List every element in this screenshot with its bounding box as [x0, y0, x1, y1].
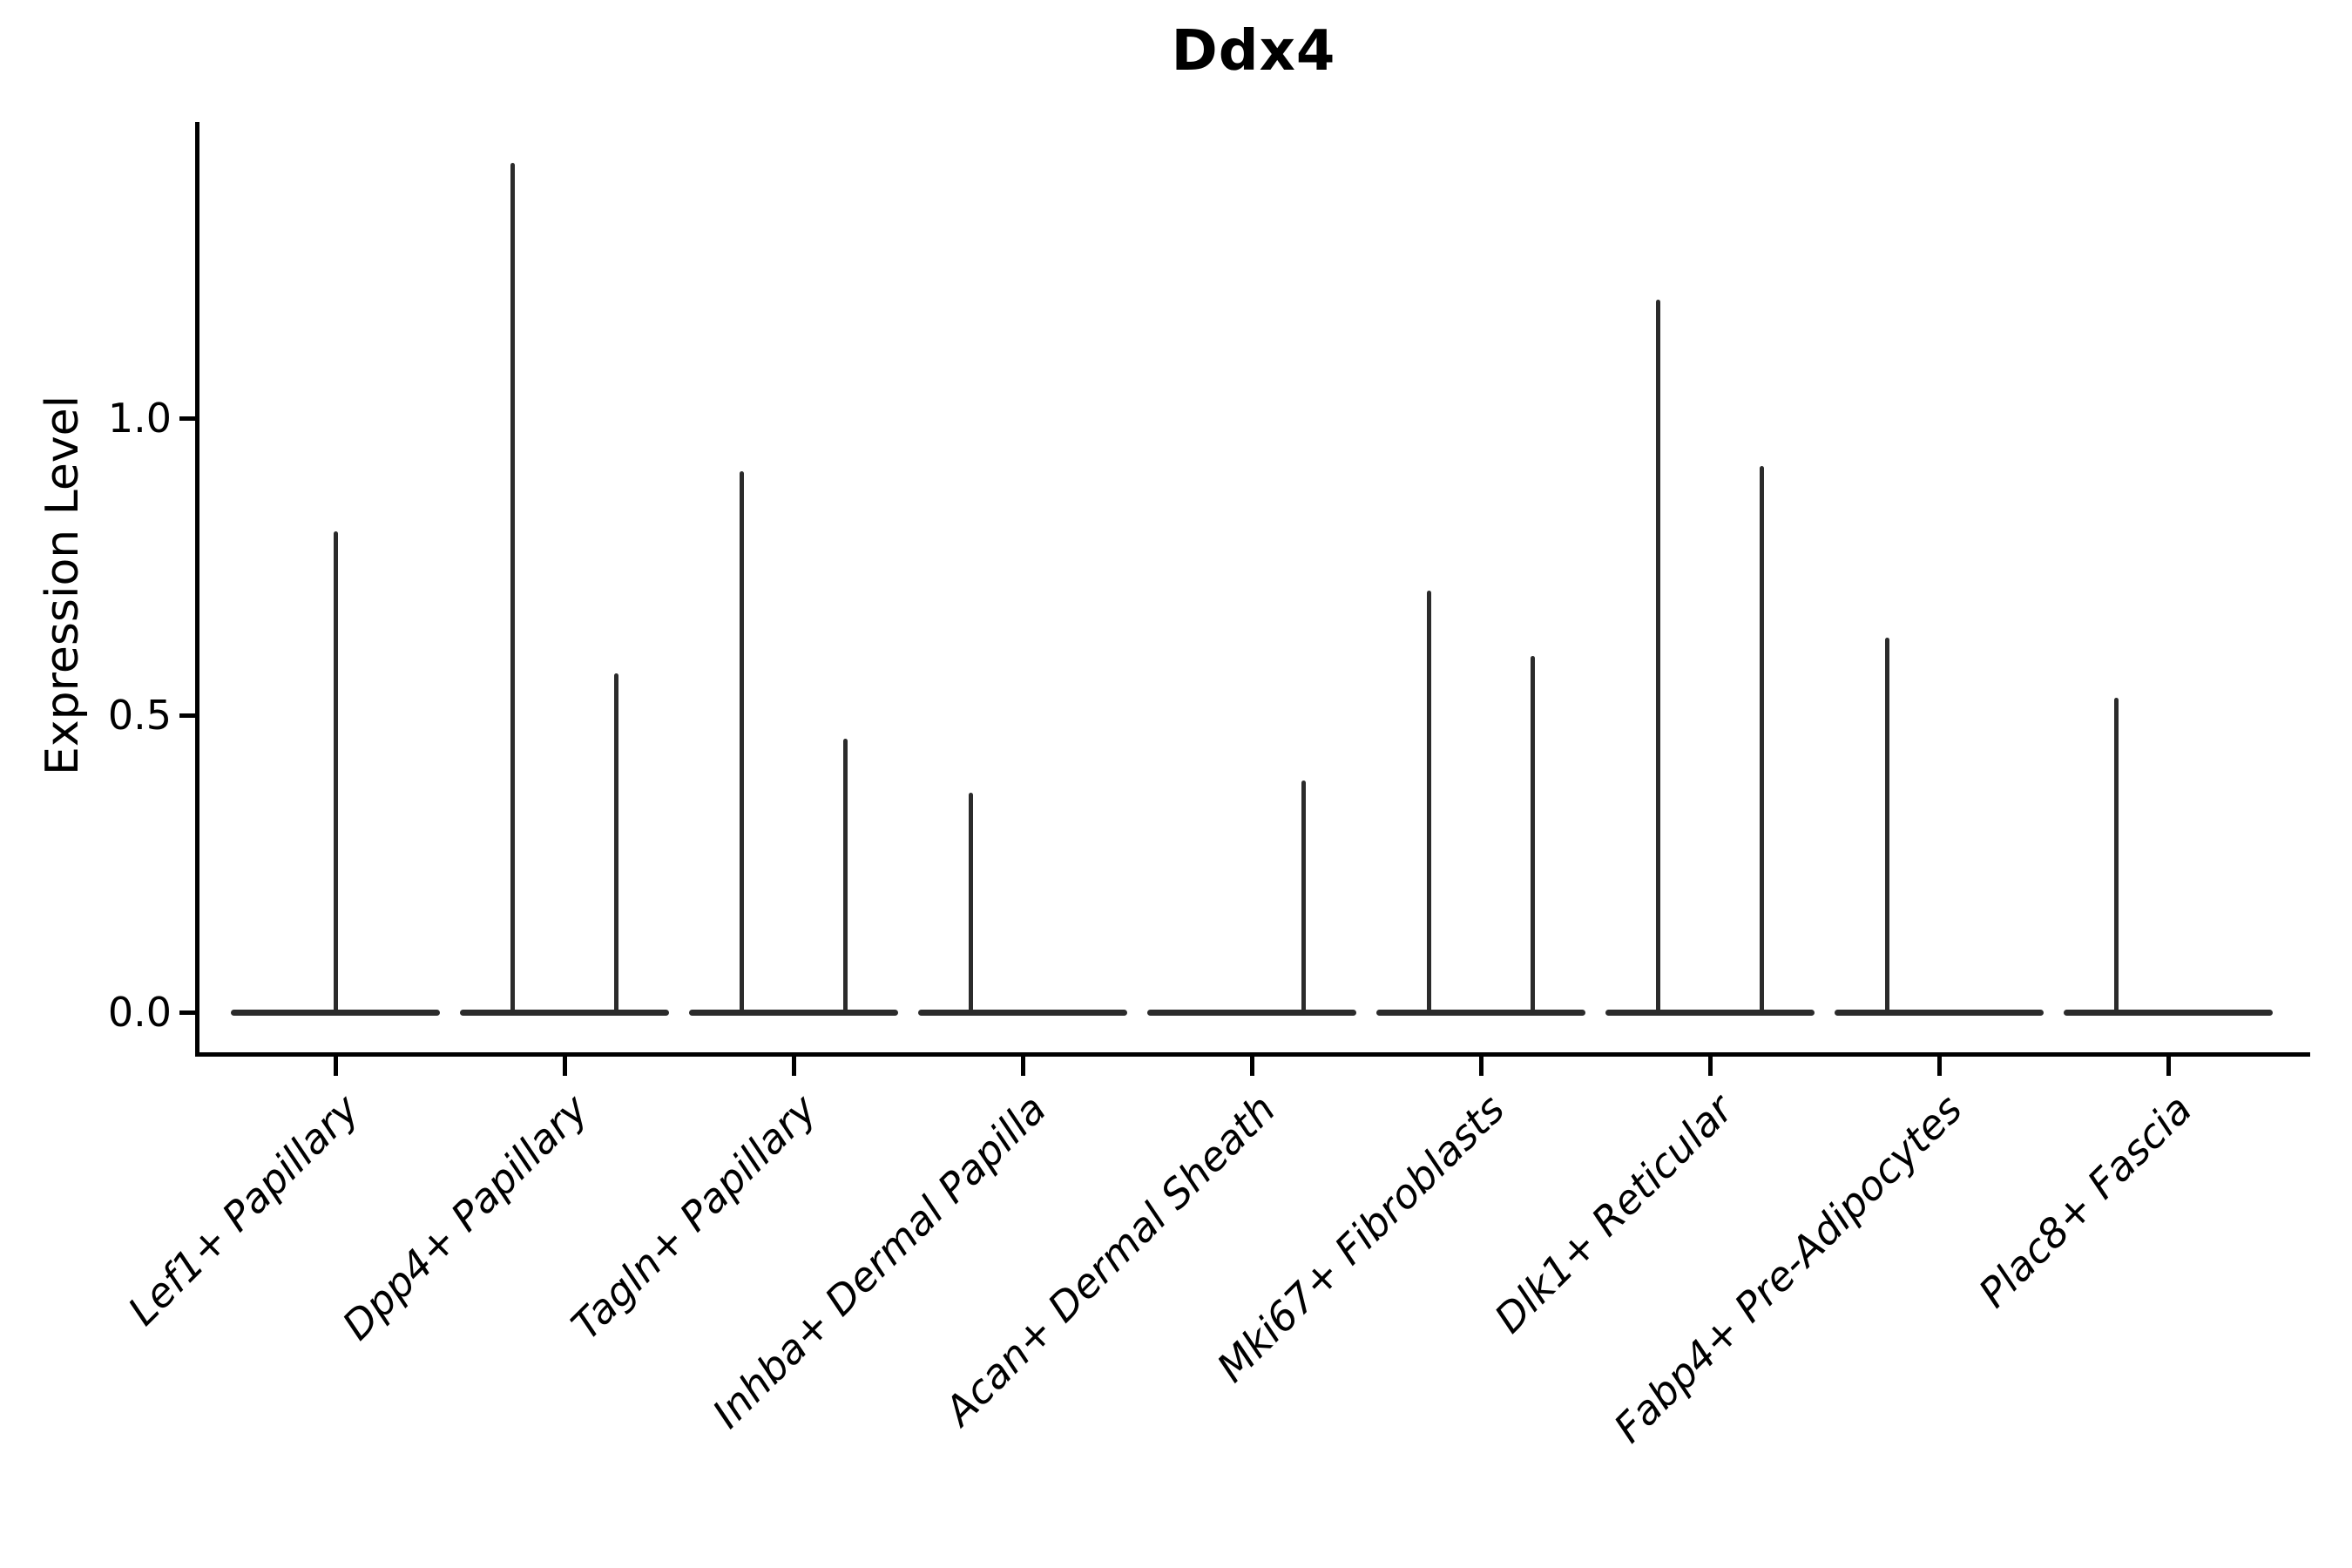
- violin-spike: [1301, 781, 1306, 1015]
- violin-zero-line: [1835, 1009, 2044, 1016]
- violin-spike: [2114, 697, 2119, 1015]
- violin-zero-line: [1605, 1009, 1815, 1016]
- x-tick-mark: [1249, 1057, 1254, 1076]
- violin-spike: [1885, 638, 1889, 1015]
- x-tick-mark: [791, 1057, 796, 1076]
- violin-spike: [1760, 465, 1764, 1015]
- violin-spike: [843, 739, 848, 1015]
- violin-spike: [969, 792, 973, 1015]
- x-tick-mark: [2166, 1057, 2171, 1076]
- y-tick-mark: [179, 713, 195, 718]
- x-tick-mark: [562, 1057, 567, 1076]
- x-tick-label: Dlk1+ Reticular: [1485, 1085, 1743, 1342]
- x-axis-line: [195, 1052, 2310, 1057]
- violin-spike: [614, 673, 618, 1015]
- x-tick-label: Plac8+ Fascia: [1969, 1085, 2201, 1317]
- chart-title: Ddx4: [1171, 19, 1336, 84]
- y-tick-label: 0.5: [107, 692, 172, 739]
- y-axis-line: [195, 122, 199, 1057]
- y-tick-label: 1.0: [107, 395, 172, 442]
- violin-zero-line: [2064, 1009, 2273, 1016]
- y-tick-label: 0.0: [107, 989, 172, 1036]
- x-tick-mark: [333, 1057, 338, 1076]
- violin-spike: [1427, 590, 1431, 1015]
- violin-spike: [510, 162, 515, 1015]
- x-tick-label: Tagln+ Papillary: [562, 1085, 827, 1349]
- x-tick-mark: [1478, 1057, 1484, 1076]
- x-tick-mark: [1020, 1057, 1025, 1076]
- violin-zero-line: [1147, 1009, 1356, 1016]
- violin-spike: [333, 531, 338, 1015]
- violin-spike: [1531, 655, 1535, 1015]
- violin-zero-line: [689, 1009, 898, 1016]
- x-tick-mark: [1936, 1057, 1942, 1076]
- violin-zero-line: [460, 1009, 669, 1016]
- violin-spike: [740, 471, 744, 1015]
- x-tick-label: Lef1+ Papillary: [118, 1085, 368, 1335]
- x-tick-label: Dpp4+ Papillary: [333, 1085, 598, 1349]
- violin-zero-line: [1376, 1009, 1585, 1016]
- x-tick-mark: [1707, 1057, 1713, 1076]
- y-tick-mark: [179, 416, 195, 421]
- y-tick-mark: [179, 1010, 195, 1015]
- violin-spike: [1656, 299, 1660, 1015]
- violin-zero-line: [918, 1009, 1127, 1016]
